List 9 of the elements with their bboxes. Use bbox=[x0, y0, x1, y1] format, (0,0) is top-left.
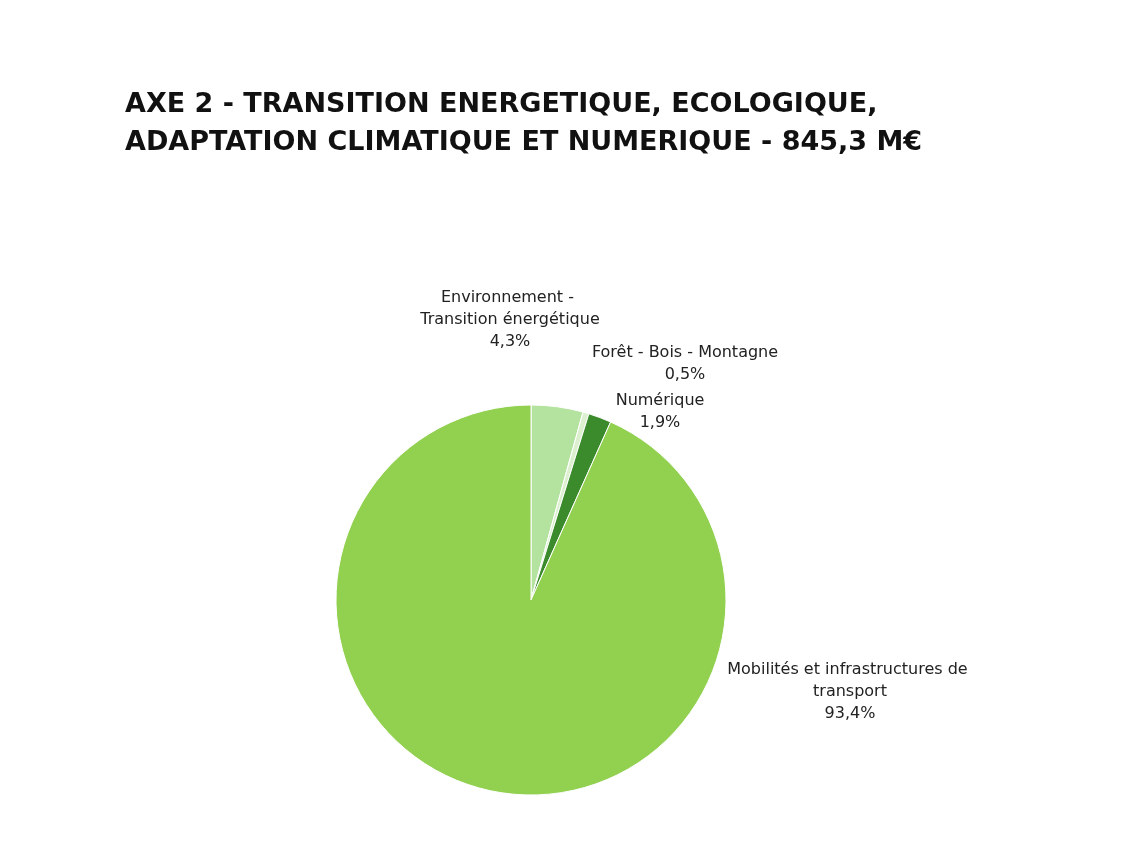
data-label: 1,9% bbox=[639, 411, 681, 431]
data-label: 0,5% bbox=[664, 363, 706, 383]
data-label: 4,3% bbox=[489, 330, 531, 350]
slice-label: Environnement - Transition énergétique bbox=[419, 286, 600, 328]
chart-title: AXE 2 - TRANSITION ENERGETIQUE, ECOLOGIQUE, ADAPTATION CLIMATIQUE ET NUMERIQUE - 845,3 M€ bbox=[125, 86, 923, 156]
data-label: 93,4% bbox=[824, 702, 876, 722]
slice-label: Forêt - Bois - Montagne bbox=[591, 341, 779, 361]
slice-label: Numérique bbox=[615, 389, 705, 409]
slice-label: Mobilités et infrastructures de transport bbox=[727, 658, 973, 700]
